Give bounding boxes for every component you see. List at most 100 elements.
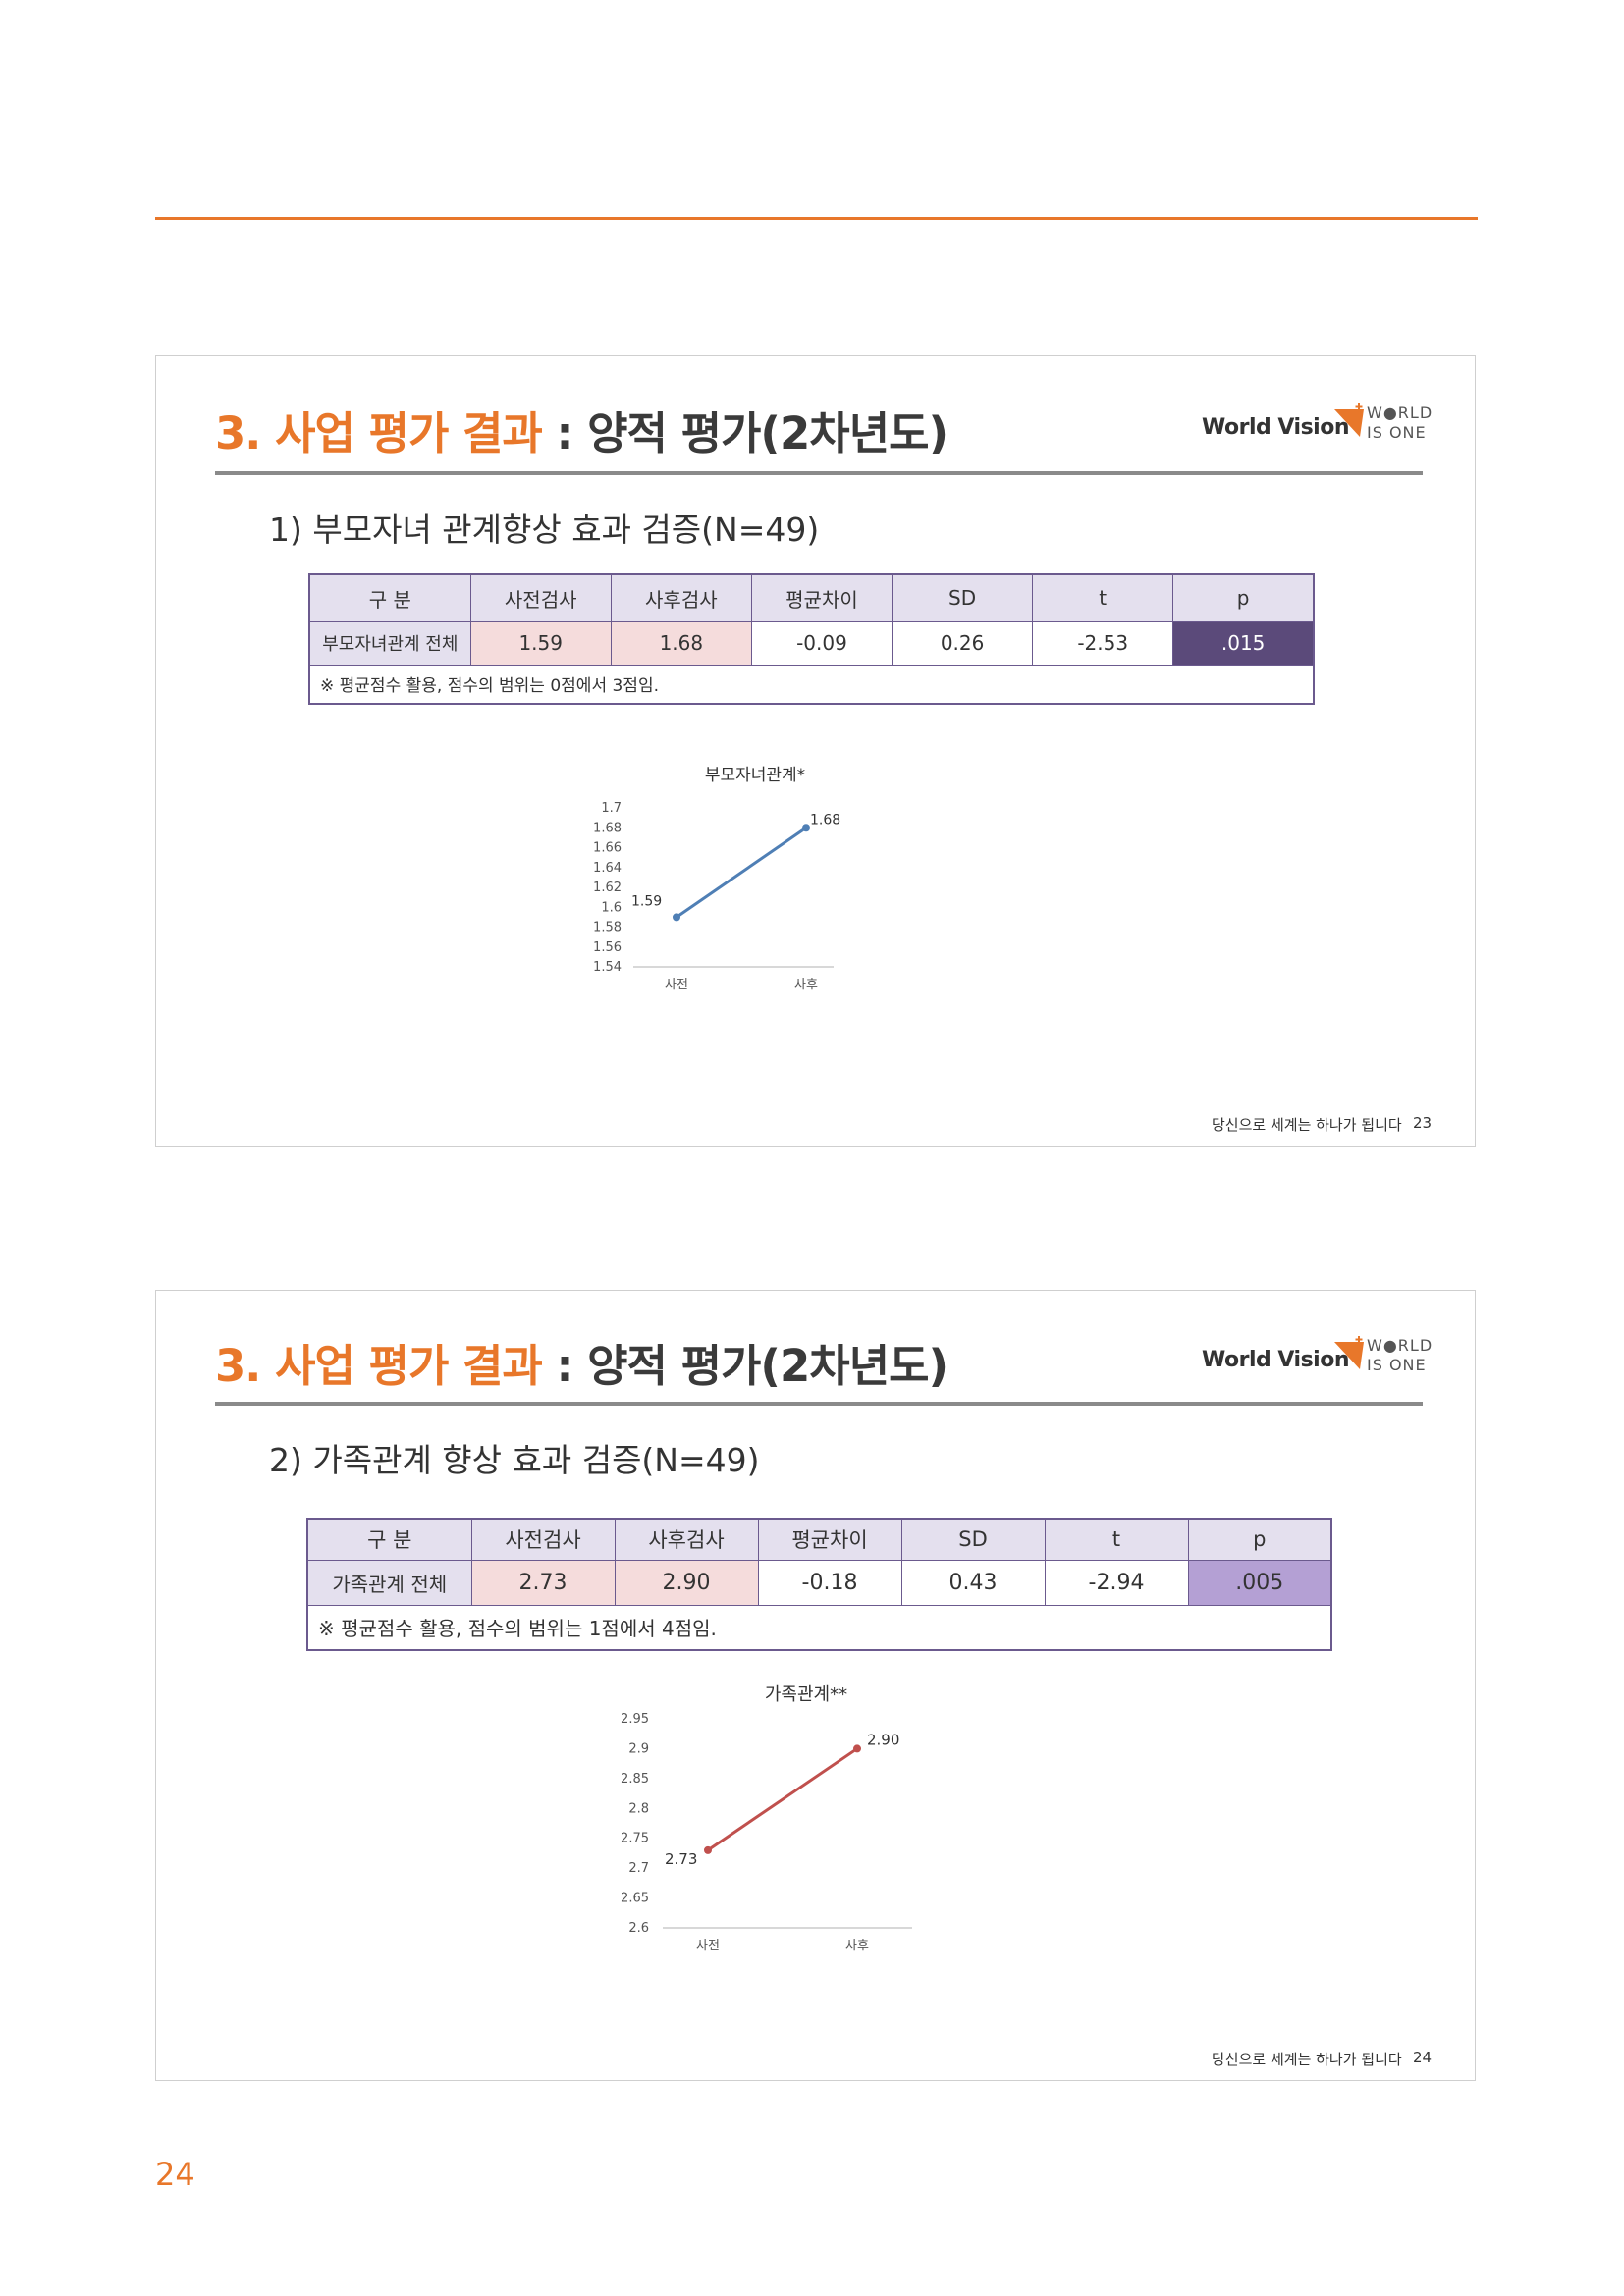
chart-title: 부모자녀관계* [705,766,805,785]
table-note: ※ 평균점수 활용, 점수의 범위는 1점에서 4점임. [306,1604,1332,1651]
y-tick-label: 2.85 [621,1772,649,1787]
cell-post: 1.68 [610,620,752,666]
logo-tagline-1: W●RLD [1367,1336,1434,1355]
slide-title: 3. 사업 평가 결과 : 양적 평가(2차년도) [215,1330,948,1394]
y-tick-label: 1.58 [593,921,622,935]
table-row: 가족관계 전체 2.73 2.90 -0.18 0.43 -2.94 .005 [306,1559,1332,1606]
data-point [704,1845,712,1854]
logo-tagline-2: IS ONE [1367,1356,1427,1374]
page-number: 24 [155,2156,195,2193]
header-sd: SD [900,1518,1046,1561]
data-point [802,824,810,832]
table-row: 부모자녀관계 전체 1.59 1.68 -0.09 0.26 -2.53 .01… [308,620,1315,666]
cell-sd: 0.26 [892,620,1034,666]
y-tick-label: 2.65 [621,1892,649,1906]
cell-category: 가족관계 전체 [306,1559,472,1606]
header-t: t [1044,1518,1189,1561]
header-pre: 사전검사 [469,573,612,622]
table-note: ※ 평균점수 활용, 점수의 범위는 0점에서 3점임. [308,664,1315,705]
y-tick-label: 1.54 [593,960,622,975]
y-tick-label: 2.75 [621,1832,649,1846]
header-p: p [1187,1518,1332,1561]
title-rule [215,471,1423,475]
title-rule [215,1402,1423,1406]
x-tick-label: 사후 [794,978,818,992]
header-category: 구 분 [308,573,471,622]
cell-t: -2.53 [1032,620,1174,666]
title-sub: 양적 평가(2차년도) [587,1340,948,1392]
cell-sd: 0.43 [900,1559,1046,1606]
world-vision-logo: World Vision W●RLD IS ONE [1202,403,1437,453]
cell-mean-diff: -0.18 [757,1559,902,1606]
table-note-row: ※ 평균점수 활용, 점수의 범위는 1점에서 4점임. [306,1604,1332,1651]
header-post: 사후검사 [610,573,752,622]
y-tick-label: 2.6 [628,1921,649,1936]
y-tick-label: 2.9 [628,1741,649,1756]
data-label: 2.90 [867,1731,899,1748]
y-tick-label: 2.8 [628,1801,649,1816]
footer-slide-number: 23 [1413,1114,1433,1132]
header-p: p [1172,573,1315,622]
cell-pre: 2.73 [470,1559,616,1606]
logo-tagline-1: W●RLD [1367,403,1434,422]
data-point [853,1744,861,1753]
data-label: 1.68 [810,812,840,828]
logo-tagline-2: IS ONE [1367,423,1427,442]
section-subtitle: 2) 가족관계 향상 효과 검증(N=49) [269,1441,760,1479]
y-tick-label: 1.64 [593,861,622,876]
section-subtitle: 1) 부모자녀 관계향상 효과 검증(N=49) [269,510,820,549]
logo-brand: World Vision [1202,1348,1350,1372]
logo-brand: World Vision [1202,415,1350,440]
header-mean-diff: 평균차이 [750,573,893,622]
footer-slogan: 당신으로 세계는 하나가 됩니다 [1212,1116,1402,1134]
header-sd: SD [892,573,1034,622]
data-label: 2.73 [665,1850,697,1868]
title-sub: 양적 평가(2차년도) [587,407,948,459]
data-label: 1.59 [631,893,662,909]
y-tick-label: 1.7 [601,801,622,816]
cell-post: 2.90 [614,1559,759,1606]
title-main: 3. 사업 평가 결과 [215,1340,543,1392]
table-header-row: 구 분 사전검사 사후검사 평균차이 SD t p [308,573,1315,622]
footer-slogan: 당신으로 세계는 하나가 됩니다 [1212,2051,1402,2068]
data-point [673,913,680,922]
cell-p: .015 [1172,620,1315,666]
x-tick-label: 사전 [665,978,688,992]
table-note-row: ※ 평균점수 활용, 점수의 범위는 0점에서 3점임. [308,664,1315,705]
title-separator: : [541,407,588,459]
world-vision-logo: World Vision W●RLD IS ONE [1202,1336,1437,1385]
header-mean-diff: 평균차이 [757,1518,902,1561]
y-tick-label: 1.6 [601,900,622,915]
cell-pre: 1.59 [469,620,612,666]
y-tick-label: 1.68 [593,821,622,835]
cell-mean-diff: -0.09 [750,620,893,666]
y-tick-label: 2.95 [621,1712,649,1727]
header-pre: 사전검사 [470,1518,616,1561]
series-line [676,827,807,919]
slide-2: 3. 사업 평가 결과 : 양적 평가(2차년도) World Vision W… [155,1290,1476,2081]
cell-p: .005 [1187,1559,1332,1606]
footer-slide-number: 24 [1413,2049,1433,2066]
top-orange-rule [155,217,1478,220]
x-tick-label: 사전 [696,1939,720,1953]
title-separator: : [541,1340,588,1392]
cell-category: 부모자녀관계 전체 [308,620,471,666]
title-main: 3. 사업 평가 결과 [215,407,543,459]
table-header-row: 구 분 사전검사 사후검사 평균차이 SD t p [306,1518,1332,1561]
line-chart: 부모자녀관계* 1.7 1.68 1.66 1.64 1.62 1.6 1.58 1.56 1.… [593,766,840,992]
slide-title: 3. 사업 평가 결과 : 양적 평가(2차년도) [215,398,948,461]
header-post: 사후검사 [614,1518,759,1561]
slide-1: 3. 사업 평가 결과 : 양적 평가(2차년도) World Vision W… [155,355,1476,1147]
cell-t: -2.94 [1044,1559,1189,1606]
header-t: t [1032,573,1174,622]
y-tick-label: 1.62 [593,881,622,895]
line-chart: 가족관계** 2.95 2.9 2.85 2.8 2.75 2.7 2.65 2.6 사전 사후 2… [621,1684,912,1953]
series-line [707,1747,858,1852]
y-tick-label: 1.66 [593,841,622,856]
y-tick-label: 1.56 [593,940,622,955]
header-category: 구 분 [306,1518,472,1561]
logo-star-icon [1334,1336,1364,1369]
logo-star-icon [1334,403,1364,437]
x-tick-label: 사후 [845,1939,869,1953]
chart-title: 가족관계** [765,1684,847,1705]
